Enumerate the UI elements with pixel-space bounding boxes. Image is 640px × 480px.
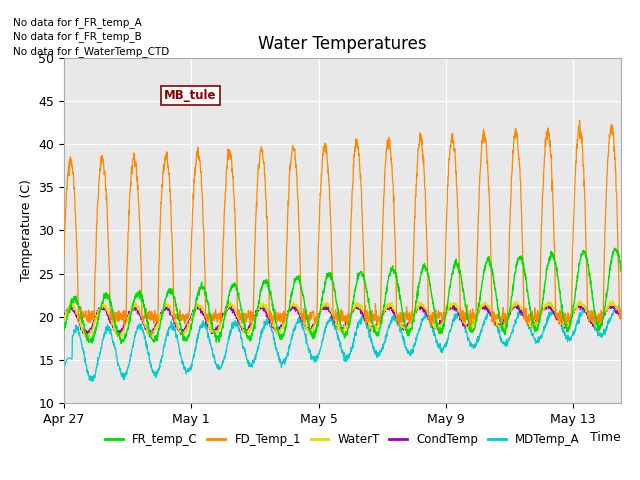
Y-axis label: Temperature (C): Temperature (C) bbox=[20, 180, 33, 281]
Title: Water Temperatures: Water Temperatures bbox=[258, 35, 427, 53]
Text: No data for f_WaterTemp_CTD: No data for f_WaterTemp_CTD bbox=[13, 46, 169, 57]
Text: No data for f_FR_temp_A: No data for f_FR_temp_A bbox=[13, 17, 141, 28]
Text: No data for f_FR_temp_B: No data for f_FR_temp_B bbox=[13, 31, 141, 42]
X-axis label: Time: Time bbox=[590, 432, 621, 444]
Text: MB_tule: MB_tule bbox=[164, 89, 217, 102]
Legend: FR_temp_C, FD_Temp_1, WaterT, CondTemp, MDTemp_A: FR_temp_C, FD_Temp_1, WaterT, CondTemp, … bbox=[100, 429, 584, 451]
